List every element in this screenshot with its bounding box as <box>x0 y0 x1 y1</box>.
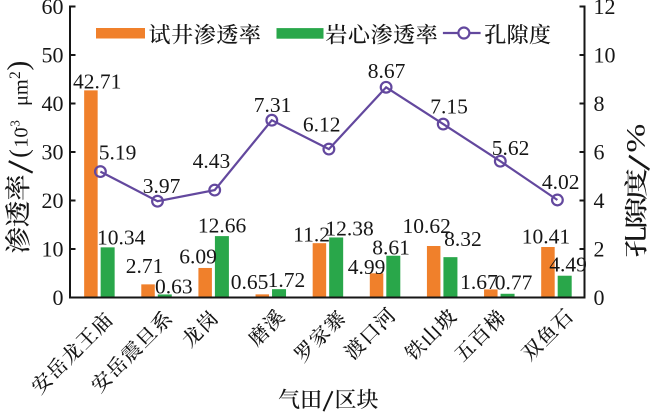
svg-text:10: 10 <box>594 42 616 67</box>
svg-text:10: 10 <box>10 127 32 147</box>
svg-text:10.62: 10.62 <box>403 214 451 238</box>
svg-text:2.71: 2.71 <box>126 254 164 278</box>
svg-text:%: % <box>622 124 650 153</box>
svg-text:8.61: 8.61 <box>372 236 410 260</box>
svg-text:0.63: 0.63 <box>155 275 193 299</box>
svg-text:12: 12 <box>594 0 616 19</box>
svg-text:2: 2 <box>594 236 605 261</box>
svg-text:6.12: 6.12 <box>303 113 341 137</box>
svg-text:12.66: 12.66 <box>198 214 247 238</box>
svg-text:60: 60 <box>42 0 64 19</box>
svg-text:5.19: 5.19 <box>99 140 137 164</box>
svg-text:0.77: 0.77 <box>495 271 533 295</box>
svg-text:4: 4 <box>594 188 605 213</box>
svg-text:12.38: 12.38 <box>325 217 373 241</box>
svg-text:6.09: 6.09 <box>179 245 217 269</box>
svg-text:0: 0 <box>594 285 605 310</box>
svg-text:4.49: 4.49 <box>549 253 587 277</box>
svg-text:10.34: 10.34 <box>97 225 146 249</box>
svg-text:40: 40 <box>42 91 64 116</box>
svg-text:-3: -3 <box>8 120 23 131</box>
svg-text:7.31: 7.31 <box>254 93 292 117</box>
svg-text:8.67: 8.67 <box>368 59 406 83</box>
svg-text:μm: μm <box>10 79 32 106</box>
svg-text:4.02: 4.02 <box>542 170 580 194</box>
svg-text:20: 20 <box>42 188 64 213</box>
svg-text:2: 2 <box>7 71 24 79</box>
svg-text:10.41: 10.41 <box>522 225 570 249</box>
svg-text:4.99: 4.99 <box>348 255 386 279</box>
svg-text:7.15: 7.15 <box>430 95 468 119</box>
svg-text:11.2: 11.2 <box>293 223 330 247</box>
svg-text:6: 6 <box>594 139 605 164</box>
svg-text:30: 30 <box>42 139 64 164</box>
svg-text:1.72: 1.72 <box>268 268 306 292</box>
svg-text:5.62: 5.62 <box>492 136 530 160</box>
svg-text:): ) <box>1 61 34 71</box>
svg-text:3.97: 3.97 <box>143 174 181 198</box>
svg-text:1.67: 1.67 <box>460 270 498 294</box>
svg-text:8: 8 <box>594 91 605 116</box>
svg-text:(: ( <box>3 149 33 158</box>
svg-text:10: 10 <box>42 236 64 261</box>
svg-text:0.65: 0.65 <box>231 270 269 294</box>
svg-text:50: 50 <box>42 42 64 67</box>
svg-text:8.32: 8.32 <box>444 227 482 251</box>
svg-text:42.71: 42.71 <box>73 69 121 93</box>
svg-text:4.43: 4.43 <box>193 149 231 173</box>
svg-text:0: 0 <box>53 285 64 310</box>
